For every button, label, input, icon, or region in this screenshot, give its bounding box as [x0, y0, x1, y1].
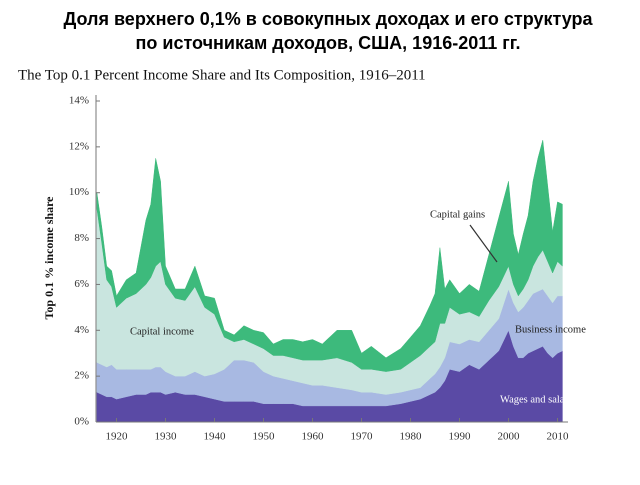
series-annotation: Capital income	[130, 326, 194, 337]
y-tick-label: 0%	[74, 416, 89, 428]
annotation-arrow	[469, 224, 498, 263]
y-tick-label: 2%	[74, 370, 89, 382]
y-tick-label: 8%	[74, 232, 89, 244]
x-tick-label: 1950	[253, 431, 276, 443]
y-tick-label: 12%	[69, 140, 89, 152]
x-tick-label: 1940	[204, 431, 227, 443]
series-annotation: Capital gains	[430, 209, 485, 220]
x-tick-label: 2000	[498, 431, 521, 443]
x-tick-label: 1990	[449, 431, 472, 443]
x-tick-label: 1920	[106, 431, 129, 443]
y-axis-label: Top 0.1 % income share	[42, 196, 56, 320]
y-tick-label: 10%	[69, 186, 89, 198]
x-tick-label: 1930	[155, 431, 178, 443]
area	[96, 139, 563, 372]
y-tick-label: 6%	[74, 278, 89, 290]
chart-title: Доля верхнего 0,1% в совокупных доходах …	[63, 9, 593, 29]
series-annotation: Business income	[515, 324, 586, 335]
series-annotation: Wages and salaries	[500, 394, 580, 405]
x-tick-label: 1970	[351, 431, 374, 443]
areas	[96, 139, 563, 423]
x-tick-label: 2010	[547, 431, 570, 443]
y-tick-label: 14%	[69, 95, 89, 107]
y-tick-label: 4%	[74, 324, 89, 336]
x-tick-label: 1980	[400, 431, 423, 443]
chart-title: по источникам доходов, США, 1916-2011 гг…	[136, 33, 521, 53]
chart-subtitle: The Top 0.1 Percent Income Share and Its…	[18, 67, 426, 83]
x-tick-label: 1960	[302, 431, 325, 443]
